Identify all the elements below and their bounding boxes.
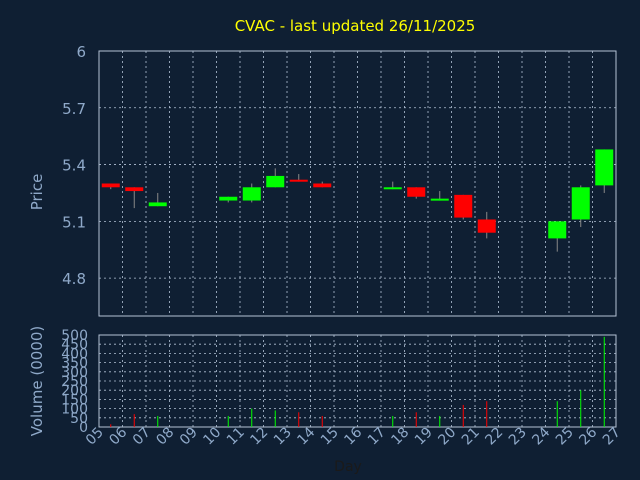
day-tick-label: 16 bbox=[341, 424, 365, 448]
volume-tick-label: 400 bbox=[61, 346, 88, 362]
candle-body bbox=[595, 149, 614, 186]
day-tick-label: 07 bbox=[130, 425, 154, 449]
day-tick-label: 14 bbox=[294, 424, 318, 448]
candle-body bbox=[477, 219, 496, 233]
chart-title: CVAC - last updated 26/11/2025 bbox=[235, 17, 476, 35]
day-tick-label: 23 bbox=[506, 425, 530, 449]
price-tick-label: 5.7 bbox=[62, 100, 86, 118]
price-tick-label: 6 bbox=[76, 43, 86, 61]
volume-tick-label: 50 bbox=[70, 411, 88, 427]
volume-axis-label: Volume (0000) bbox=[28, 326, 46, 436]
day-tick-label: 24 bbox=[529, 424, 553, 448]
candle-body bbox=[125, 187, 144, 192]
candle-body bbox=[289, 179, 308, 182]
day-tick-label: 19 bbox=[412, 425, 436, 449]
day-tick-label: 15 bbox=[318, 425, 342, 449]
day-tick-label: 12 bbox=[247, 425, 271, 449]
day-tick-label: 17 bbox=[365, 425, 389, 449]
volume-tick-label: 200 bbox=[61, 383, 88, 399]
candle-body bbox=[383, 187, 402, 190]
volume-tick-label: 350 bbox=[61, 356, 88, 372]
day-tick-label: 27 bbox=[600, 425, 624, 449]
day-tick-label: 21 bbox=[459, 425, 483, 449]
candle-body bbox=[219, 196, 238, 201]
volume-tick-label: 450 bbox=[61, 337, 88, 353]
day-axis-label: Day bbox=[334, 459, 362, 475]
candle-body bbox=[571, 187, 590, 220]
candle-body bbox=[148, 202, 167, 207]
price-axis-label: Price bbox=[28, 174, 46, 211]
volume-tick-label: 100 bbox=[61, 402, 88, 418]
day-tick-label: 26 bbox=[576, 424, 600, 448]
price-tick-label: 5.4 bbox=[62, 157, 86, 175]
day-tick-label: 25 bbox=[553, 425, 577, 449]
candle-body bbox=[430, 198, 449, 201]
candle-body bbox=[266, 175, 285, 188]
day-tick-label: 18 bbox=[388, 425, 412, 449]
price-tick-label: 5.1 bbox=[62, 213, 86, 231]
day-tick-label: 20 bbox=[435, 425, 459, 449]
day-tick-label: 22 bbox=[482, 425, 506, 449]
volume-tick-label: 150 bbox=[61, 392, 88, 408]
day-tick-label: 08 bbox=[153, 425, 177, 449]
candle-body bbox=[101, 183, 120, 188]
day-tick-label: 06 bbox=[106, 424, 130, 448]
volume-tick-label: 300 bbox=[61, 365, 88, 381]
price-tick-label: 4.8 bbox=[62, 270, 86, 288]
candle-body bbox=[454, 194, 473, 218]
day-tick-label: 13 bbox=[271, 425, 295, 449]
volume-tick-label: 250 bbox=[61, 374, 88, 390]
candle-body bbox=[548, 221, 567, 239]
day-tick-label: 10 bbox=[200, 425, 224, 449]
candle-body bbox=[242, 187, 261, 201]
candle-body bbox=[407, 187, 426, 197]
day-tick-label: 11 bbox=[224, 425, 248, 449]
candle-body bbox=[313, 183, 332, 188]
volume-tick-label: 0 bbox=[79, 420, 88, 436]
plot-layer: 65.75.45.14.8500450400350300250200150100… bbox=[61, 43, 624, 448]
volume-tick-label: 500 bbox=[61, 328, 88, 344]
day-tick-label: 09 bbox=[177, 425, 201, 449]
